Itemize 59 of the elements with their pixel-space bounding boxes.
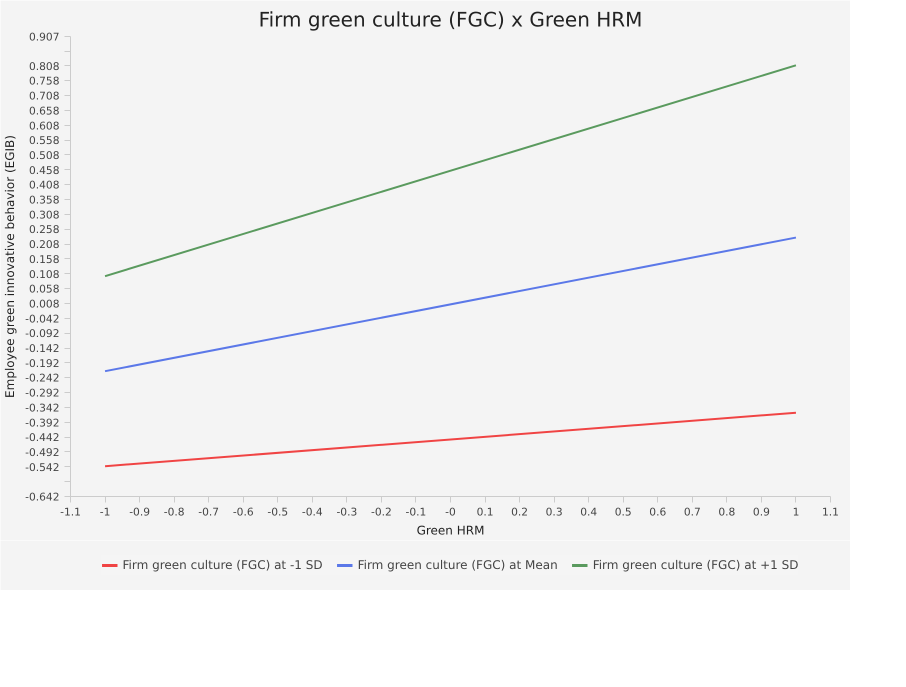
y-tick-label: -0.392 bbox=[25, 416, 60, 430]
x-tick-label: -0.6 bbox=[232, 506, 254, 518]
y-tick-label: 0.907 bbox=[28, 30, 60, 44]
x-tick-label: 0.2 bbox=[511, 506, 528, 518]
y-tick-label: -0.342 bbox=[25, 401, 60, 414]
y-tick-label: 0.158 bbox=[28, 252, 60, 266]
y-tick-label: 0.658 bbox=[28, 104, 60, 118]
x-tick-label: 0.4 bbox=[580, 506, 598, 518]
legend-label: Firm green culture (FGC) at -1 SD bbox=[122, 558, 323, 572]
x-tick-label: 0.1 bbox=[476, 506, 494, 518]
x-tick-label: -0.5 bbox=[267, 506, 288, 518]
legend-label: Firm green culture (FGC) at Mean bbox=[358, 558, 558, 572]
y-tick-label: -0.142 bbox=[25, 342, 60, 356]
x-tick-label: 0.6 bbox=[649, 506, 666, 518]
x-tick-label: 0.8 bbox=[718, 506, 736, 518]
y-tick-label: -0.242 bbox=[25, 372, 60, 385]
y-axis-title: Employee green innovative behavior (EGIB) bbox=[3, 135, 18, 398]
y-tick-label: -0.442 bbox=[25, 431, 60, 444]
y-tick-label: 0.358 bbox=[28, 194, 60, 207]
x-tick-label: -0.8 bbox=[164, 506, 185, 518]
x-tick-label: -0.1 bbox=[406, 506, 426, 518]
x-tick-label: -0.4 bbox=[302, 506, 323, 518]
x-tick-label: 0.9 bbox=[752, 506, 770, 518]
x-tick-label: -0 bbox=[445, 506, 456, 518]
y-tick-label: 0.408 bbox=[28, 178, 60, 192]
y-tick-label: -0.192 bbox=[25, 356, 60, 370]
x-axis-title: Green HRM bbox=[416, 524, 484, 538]
y-tick-label: -0.642 bbox=[25, 490, 60, 504]
x-tick-label: 1 bbox=[792, 506, 800, 518]
y-tick-label: 0.708 bbox=[28, 90, 60, 103]
x-tick-label: -0.3 bbox=[336, 506, 358, 518]
y-tick-label: 0.458 bbox=[28, 164, 60, 177]
x-tick-label: -0.7 bbox=[198, 506, 220, 518]
y-tick-label: -0.092 bbox=[25, 327, 60, 340]
y-tick-label: -0.042 bbox=[25, 312, 60, 326]
chart-title: Firm green culture (FGC) x Green HRM bbox=[258, 8, 642, 32]
y-tick-label: 0.758 bbox=[28, 74, 60, 88]
y-tick-label: 0.608 bbox=[28, 119, 60, 132]
y-tick-label: -0.492 bbox=[25, 446, 60, 459]
y-tick-label: -0.542 bbox=[25, 460, 60, 474]
x-tick-label: -1 bbox=[100, 506, 110, 518]
y-tick-label: 0.108 bbox=[28, 268, 60, 281]
x-tick-label: 1.1 bbox=[822, 506, 839, 518]
y-tick-label: 0.808 bbox=[28, 60, 60, 73]
legend-label: Firm green culture (FGC) at +1 SD bbox=[592, 558, 798, 572]
y-tick-label: -0.292 bbox=[25, 386, 60, 400]
y-tick-label: 0.258 bbox=[28, 223, 60, 236]
x-tick-label: -1.1 bbox=[60, 506, 81, 518]
y-tick-label: 0.208 bbox=[28, 238, 60, 252]
x-tick-label: -0.9 bbox=[129, 506, 150, 518]
x-tick-label: -0.2 bbox=[371, 506, 392, 518]
y-tick-label: 0.308 bbox=[28, 208, 60, 222]
x-tick-label: 0.5 bbox=[614, 506, 632, 518]
y-tick-label: 0.058 bbox=[28, 282, 60, 296]
y-tick-label: 0.008 bbox=[28, 297, 60, 310]
y-tick-label: 0.558 bbox=[28, 134, 60, 148]
x-tick-label: 0.3 bbox=[546, 506, 563, 518]
y-tick-label: 0.508 bbox=[28, 148, 60, 162]
x-tick-label: 0.7 bbox=[684, 506, 701, 518]
